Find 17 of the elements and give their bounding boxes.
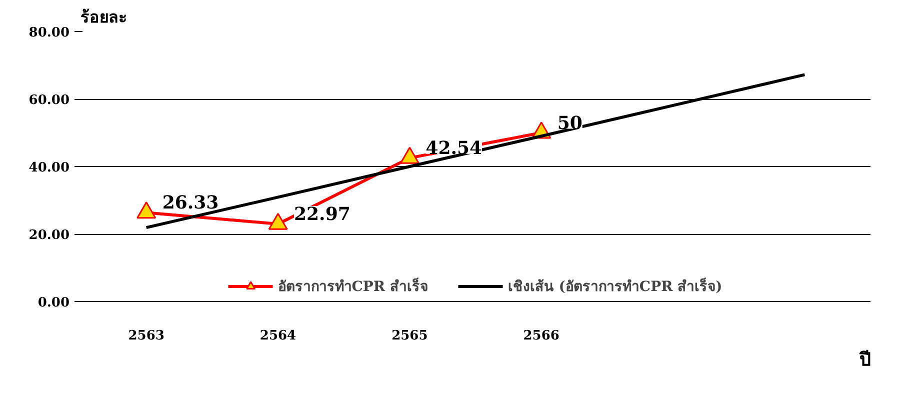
y-tick-label: 0.00 [38,296,70,310]
y-tick-label: 20.00 [28,228,70,243]
y-tick-label: 80.00 [28,26,70,40]
x-tick-label: 2563 [128,328,164,344]
x-axis-title: ปี [858,350,870,370]
data-label: 50 [557,112,582,134]
data-label: 26.33 [162,192,219,214]
x-tick-label: 2566 [523,328,560,344]
x-tick-label: 2565 [392,328,428,344]
y-axis-title: ร้อยละ [80,8,128,26]
y-tick-label: 40.00 [28,160,70,176]
y-tick-label: 60.00 [28,93,70,108]
legend-label: เชิงเส้น (อัตราการทำCPR สำเร็จ) [508,276,722,297]
x-tick-label: 2564 [260,328,296,344]
legend-label: อัตราการทำCPR สำเร็จ [278,276,428,297]
data-label: 22.97 [294,204,350,225]
data-label: 42.54 [426,138,482,159]
